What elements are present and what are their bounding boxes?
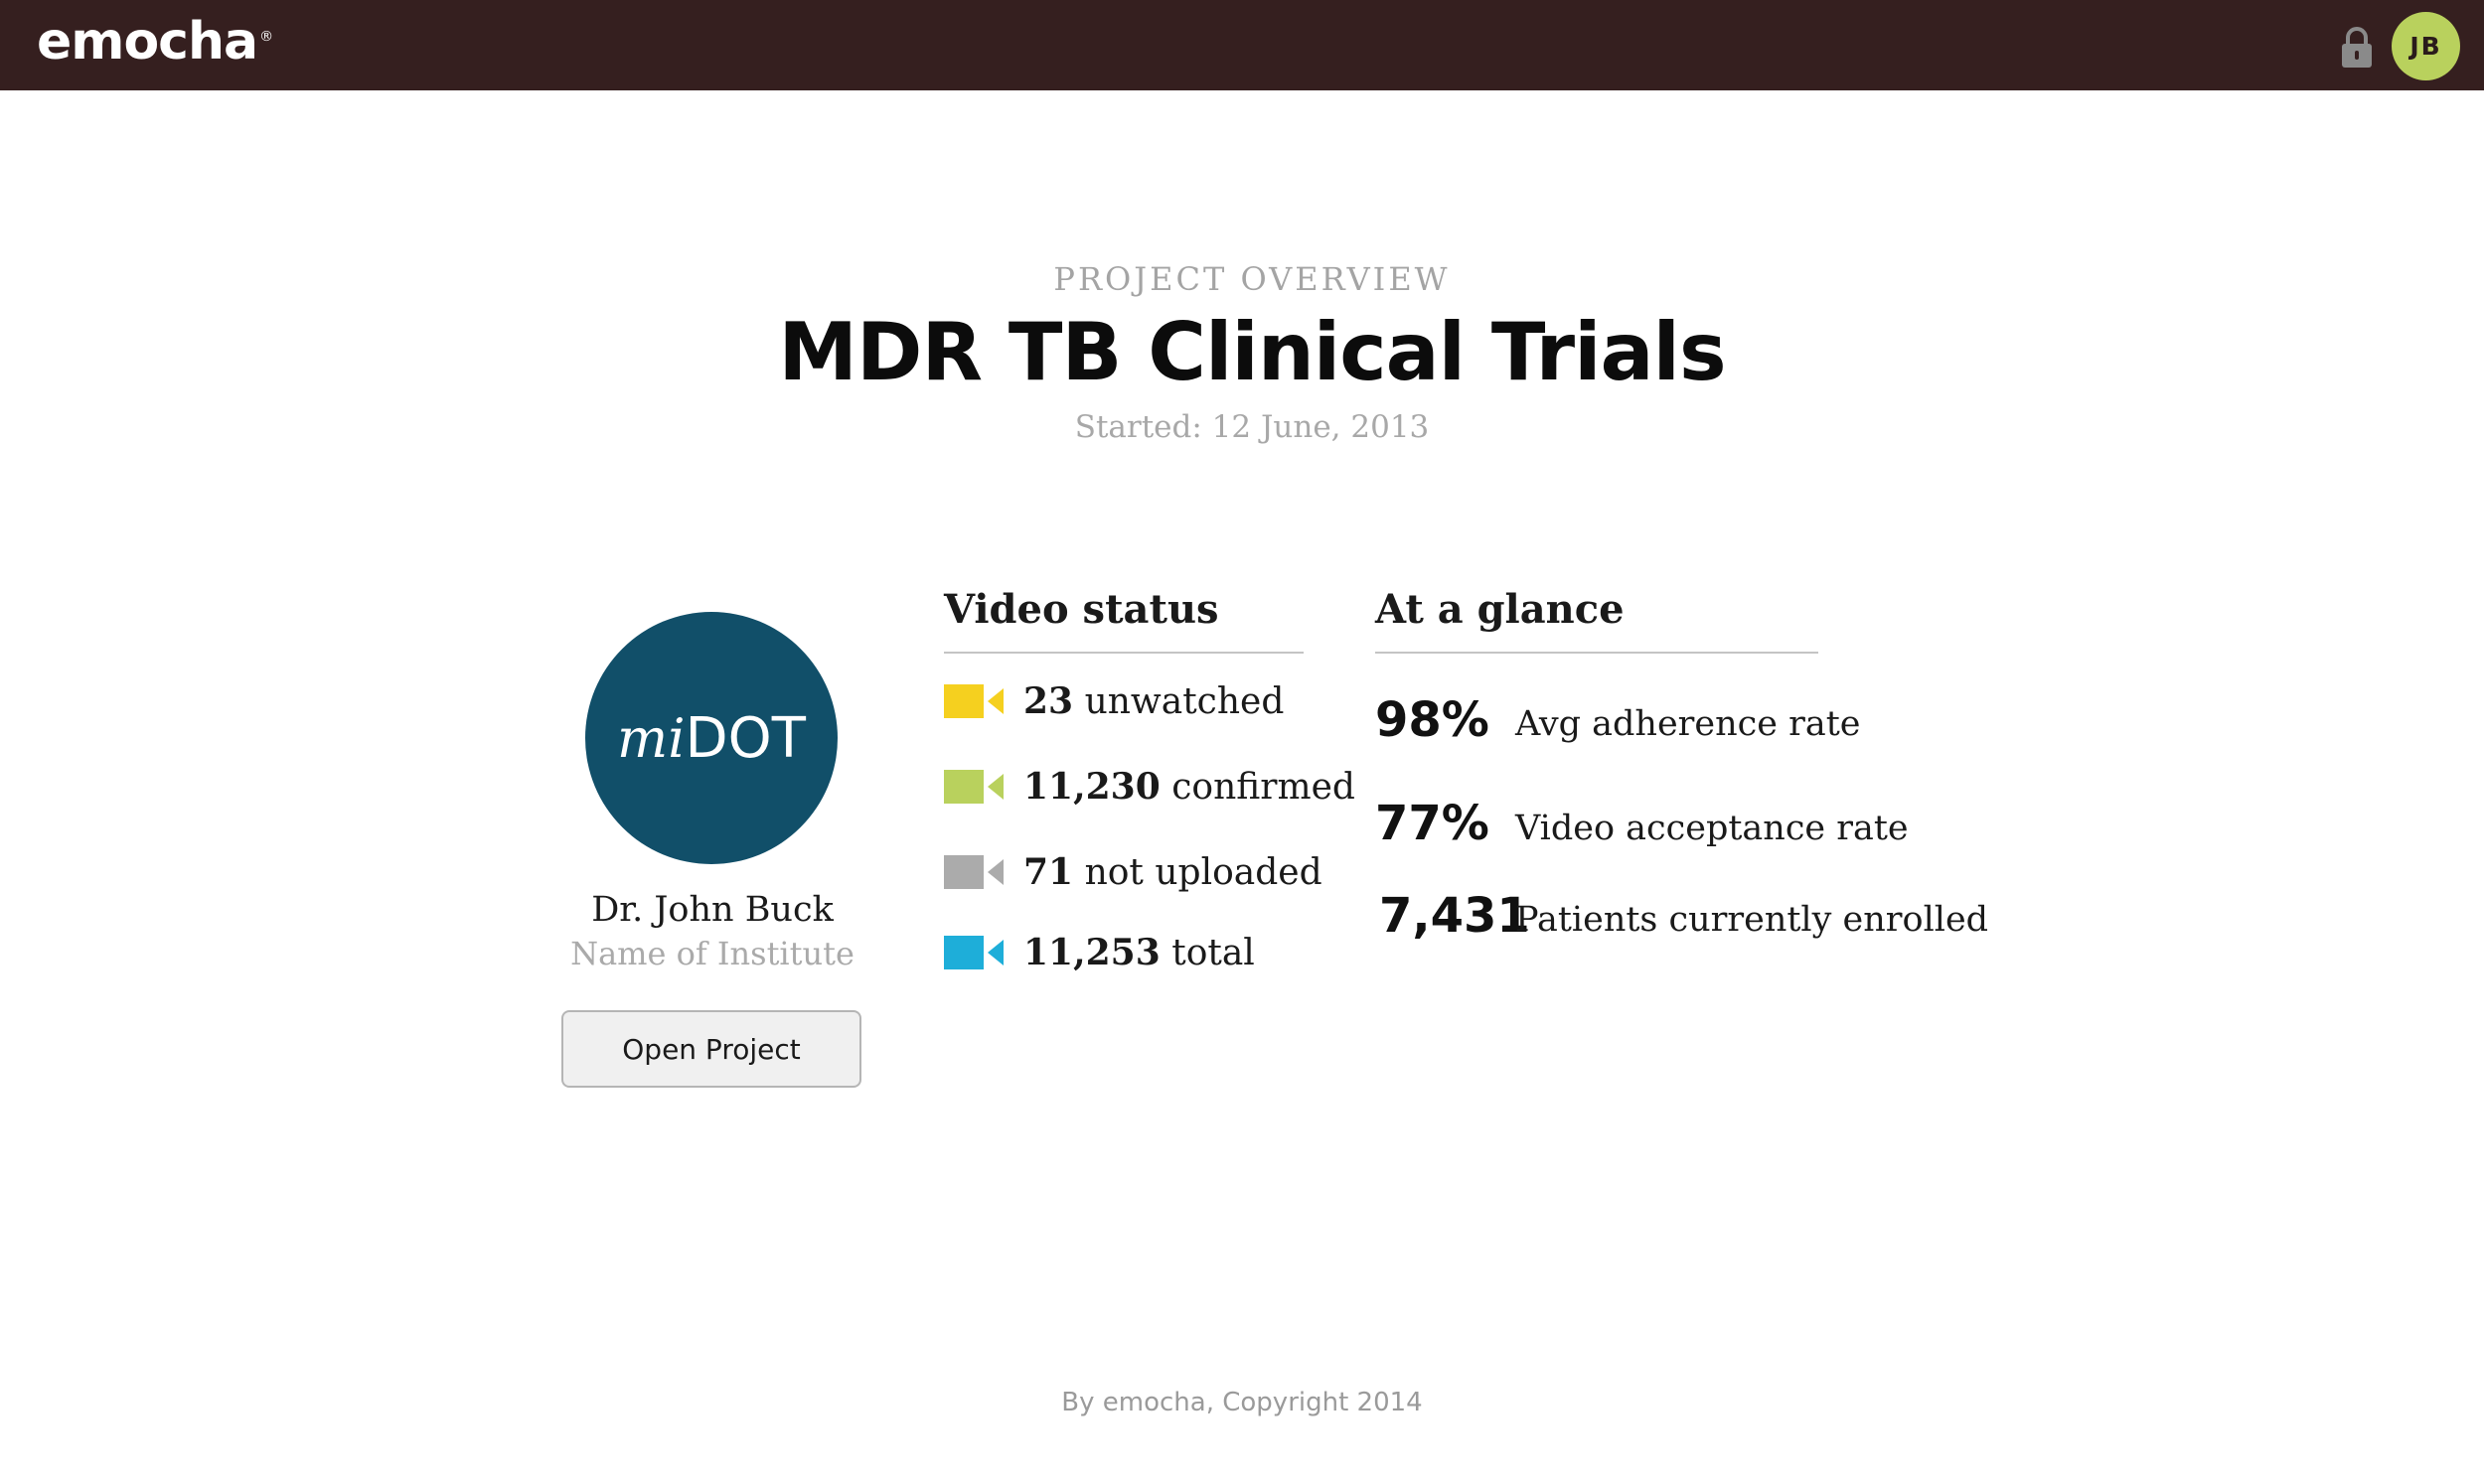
video-status-heading: Video status <box>944 586 1219 633</box>
at-a-glance-heading: At a glance <box>1375 586 1625 633</box>
video-status-row: 71 not uploaded <box>944 847 1322 897</box>
video-status-divider <box>944 652 1304 654</box>
video-status-row: 11,230 confirmed <box>944 762 1355 812</box>
acceptance-rate-label: Video acceptance rate <box>1515 809 1909 848</box>
at-a-glance-divider <box>1375 652 1818 654</box>
video-status-label: unwatched <box>1084 681 1285 722</box>
video-camera-icon <box>944 770 1004 804</box>
brand-logo[interactable]: emocha ® <box>37 12 273 72</box>
video-status-row: 23 unwatched <box>944 676 1284 726</box>
acceptance-rate-value: 77% <box>1375 796 1489 851</box>
video-status-label: not uploaded <box>1084 852 1322 893</box>
video-status-text: 11,230 confirmed <box>1023 766 1355 808</box>
video-status-count: 11,253 <box>1023 932 1161 973</box>
page-eyebrow: PROJECT OVERVIEW <box>1053 260 1451 298</box>
open-project-button[interactable]: Open Project <box>561 1010 861 1088</box>
institute-name: Name of Institute <box>570 935 854 972</box>
start-date: Started: 12 June, 2013 <box>1074 409 1430 445</box>
video-camera-icon <box>944 684 1004 718</box>
video-camera-icon <box>944 855 1004 889</box>
video-status-label: total <box>1171 933 1255 973</box>
footer-copyright: By emocha, Copyright 2014 <box>1061 1388 1423 1417</box>
video-status-text: 71 not uploaded <box>1023 851 1322 893</box>
video-camera-icon <box>944 936 1004 969</box>
midot-badge: mi DOT <box>585 612 838 864</box>
video-status-text: 11,253 total <box>1023 932 1255 973</box>
video-status-label: confirmed <box>1171 767 1355 808</box>
lock-icon[interactable] <box>2338 25 2376 69</box>
top-bar: emocha ® JB <box>0 0 2484 90</box>
enrolled-patients-value: 7,431 <box>1379 888 1530 944</box>
video-status-count: 23 <box>1023 680 1074 722</box>
video-status-count: 71 <box>1023 851 1074 893</box>
enrolled-patients-label: Patients currently enrolled <box>1515 900 1989 940</box>
page-title: MDR TB Clinical Trials <box>778 306 1726 398</box>
video-status-text: 23 unwatched <box>1023 680 1284 722</box>
adherence-rate-value: 98% <box>1375 692 1489 748</box>
badge-main: DOT <box>685 705 806 771</box>
registered-mark: ® <box>259 28 273 45</box>
user-avatar[interactable]: JB <box>2392 12 2460 80</box>
video-status-row: 11,253 total <box>944 928 1255 977</box>
adherence-rate-label: Avg adherence rate <box>1515 704 1861 744</box>
badge-prefix: mi <box>617 706 686 770</box>
brand-name: emocha <box>37 12 258 72</box>
project-owner: Dr. John Buck <box>591 890 834 930</box>
video-status-count: 11,230 <box>1023 766 1161 808</box>
